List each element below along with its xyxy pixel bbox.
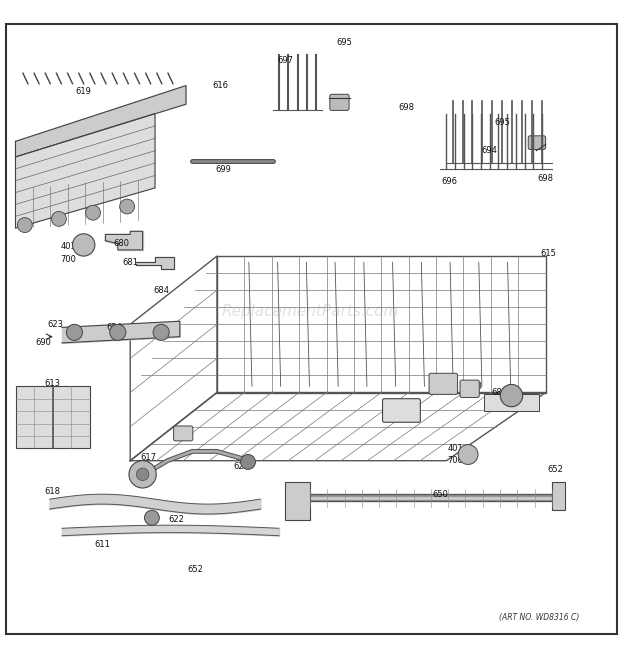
FancyBboxPatch shape [285, 483, 310, 520]
Text: 700: 700 [448, 456, 464, 465]
Text: 622: 622 [169, 515, 185, 524]
Text: 615: 615 [541, 249, 557, 258]
Text: 689: 689 [401, 410, 417, 418]
Circle shape [73, 234, 95, 256]
Text: 652: 652 [547, 465, 563, 475]
Text: 698: 698 [538, 174, 554, 183]
Text: 616: 616 [212, 81, 228, 90]
Circle shape [17, 217, 32, 233]
Circle shape [110, 325, 126, 340]
Text: 624: 624 [107, 323, 123, 332]
Text: 696: 696 [441, 177, 458, 186]
Circle shape [129, 461, 156, 488]
FancyBboxPatch shape [460, 380, 479, 397]
FancyBboxPatch shape [528, 136, 546, 149]
Circle shape [458, 445, 478, 465]
Text: 401: 401 [60, 243, 76, 251]
FancyBboxPatch shape [484, 394, 539, 411]
Text: ReplacementParts.com: ReplacementParts.com [221, 305, 399, 319]
Text: 617: 617 [141, 453, 157, 462]
Text: 695: 695 [336, 38, 352, 47]
Text: 695: 695 [494, 118, 510, 128]
Text: 682: 682 [491, 388, 507, 397]
FancyBboxPatch shape [552, 483, 565, 510]
Text: 699: 699 [215, 165, 231, 174]
FancyBboxPatch shape [330, 95, 349, 110]
Text: 683: 683 [466, 382, 482, 391]
Circle shape [66, 325, 82, 340]
Text: 623: 623 [48, 320, 64, 329]
Text: 401: 401 [448, 444, 464, 453]
Text: 698: 698 [398, 103, 414, 112]
FancyBboxPatch shape [429, 373, 458, 395]
Text: 652: 652 [187, 564, 203, 574]
FancyBboxPatch shape [16, 386, 90, 448]
Circle shape [51, 212, 66, 226]
Text: 620: 620 [175, 428, 191, 438]
Polygon shape [105, 231, 143, 250]
Text: 618: 618 [45, 487, 61, 496]
Text: 613: 613 [45, 379, 61, 388]
Circle shape [136, 468, 149, 481]
Text: 611: 611 [94, 540, 110, 549]
Text: 650: 650 [432, 490, 448, 499]
Text: (ART NO. WD8316 C): (ART NO. WD8316 C) [499, 613, 580, 622]
Polygon shape [136, 257, 174, 268]
Circle shape [120, 199, 135, 214]
Text: 700: 700 [60, 254, 76, 264]
Circle shape [241, 455, 255, 469]
Text: 621: 621 [234, 463, 250, 471]
Text: 681: 681 [122, 258, 138, 267]
Circle shape [86, 206, 100, 220]
Text: 610: 610 [131, 469, 148, 478]
Polygon shape [16, 86, 186, 157]
Polygon shape [16, 114, 155, 228]
Circle shape [144, 510, 159, 525]
Text: 684: 684 [438, 375, 454, 385]
Circle shape [153, 325, 169, 340]
Text: 697: 697 [277, 56, 293, 65]
Text: 690: 690 [35, 338, 51, 348]
Text: 680: 680 [113, 239, 129, 248]
FancyBboxPatch shape [383, 399, 420, 422]
Text: 684: 684 [153, 286, 169, 295]
Text: 619: 619 [76, 87, 92, 97]
FancyBboxPatch shape [174, 426, 193, 441]
Text: 694: 694 [482, 146, 498, 155]
Circle shape [500, 385, 523, 407]
